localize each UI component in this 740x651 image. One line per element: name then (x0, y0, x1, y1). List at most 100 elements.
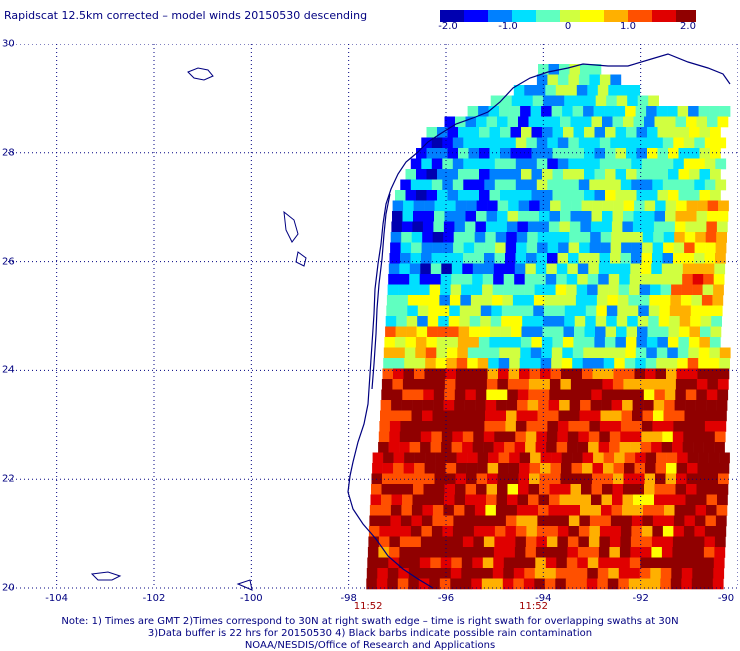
wind-cell (431, 431, 443, 443)
wind-cell (505, 158, 517, 170)
wind-cell (578, 74, 590, 86)
wind-cell (706, 400, 717, 411)
wind-cell (693, 536, 705, 548)
wind-cell (672, 547, 684, 558)
wind-cell (559, 221, 571, 233)
wind-cell (535, 274, 546, 285)
wind-cell (558, 242, 569, 254)
wind-cell (654, 379, 666, 390)
wind-cell (645, 452, 657, 464)
wind-cell (377, 568, 389, 579)
wind-cell (473, 253, 485, 264)
wind-cell (528, 389, 540, 401)
wind-cell (622, 494, 634, 506)
wind-cell (716, 410, 727, 422)
wind-cell (545, 284, 556, 296)
wind-cell (398, 274, 410, 285)
wind-cell (718, 368, 730, 380)
colorbar-segment (672, 10, 677, 22)
wind-cell (613, 200, 624, 212)
wind-cell (509, 452, 520, 464)
wind-cell (461, 568, 473, 579)
wind-cell (606, 305, 618, 317)
wind-cell (719, 358, 730, 369)
wind-cell (587, 568, 599, 579)
wind-cell (620, 526, 632, 537)
wind-cell (620, 158, 632, 170)
wind-cell (536, 421, 548, 432)
wind-cell (495, 515, 507, 527)
wind-cell (399, 431, 411, 443)
wind-cell (605, 127, 616, 138)
wind-cell (589, 253, 600, 264)
wind-cell (674, 221, 686, 233)
wind-cell (490, 95, 502, 107)
wind-cell (519, 358, 531, 369)
wind-cell (662, 137, 674, 149)
wind-cell (489, 148, 501, 159)
colorbar-tick-label: -1.0 (498, 21, 518, 32)
wind-cell (484, 158, 496, 170)
wind-cell (663, 242, 674, 254)
wind-cell (483, 263, 495, 275)
wind-cell (416, 190, 427, 201)
wind-cell (683, 158, 695, 170)
wind-cell (442, 253, 453, 264)
wind-cell (543, 95, 554, 107)
wind-cell (531, 148, 543, 159)
wind-cell (465, 211, 477, 222)
wind-cell (591, 116, 603, 128)
wind-cell (472, 557, 484, 569)
wind-cell (433, 400, 444, 411)
wind-cell (600, 410, 612, 422)
wind-cell (704, 421, 716, 432)
wind-cell (432, 515, 444, 527)
wind-cell (547, 515, 559, 527)
wind-cell (716, 232, 727, 243)
wind-cell (480, 316, 491, 327)
wind-cell (683, 179, 695, 191)
wind-cell (515, 137, 527, 149)
wind-cell (641, 431, 653, 443)
wind-cell (575, 305, 587, 317)
wind-cell (629, 274, 641, 285)
wind-cell (576, 85, 588, 96)
wind-cell (389, 536, 401, 548)
wind-cell (441, 263, 453, 275)
wind-cell (477, 368, 488, 380)
wind-cell (462, 547, 474, 558)
wind-cell (455, 379, 467, 390)
wind-cell (388, 263, 400, 275)
wind-cell (631, 179, 643, 191)
wind-cell (423, 494, 434, 506)
wind-cell (630, 536, 642, 548)
wind-cell (675, 211, 687, 222)
colorbar-segment (680, 10, 685, 22)
wind-cell (434, 200, 446, 212)
wind-cell (712, 578, 724, 590)
wind-cell (627, 316, 638, 327)
wind-cell (426, 148, 438, 159)
wind-cell (443, 232, 454, 243)
wind-cell (629, 557, 641, 569)
wind-cell (583, 337, 595, 348)
wind-cell (580, 64, 591, 75)
wind-cell (369, 505, 381, 516)
wind-cell (566, 557, 578, 569)
wind-cell (487, 200, 498, 212)
wind-cell (536, 179, 548, 191)
wind-cell (689, 190, 700, 201)
wind-cell (555, 85, 567, 96)
wind-cell (522, 316, 533, 327)
wind-cell (402, 494, 413, 506)
wind-cell (504, 263, 516, 275)
wind-cell (450, 568, 462, 579)
wind-cell (595, 316, 607, 327)
wind-cell (673, 242, 685, 254)
wind-cell (670, 578, 682, 590)
wind-cell (704, 526, 716, 537)
wind-cell (652, 421, 664, 432)
wind-cell (426, 169, 438, 180)
wind-cell (702, 568, 714, 579)
note-line-3: NOAA/NESDIS/Office of Research and Appli… (244, 640, 496, 651)
